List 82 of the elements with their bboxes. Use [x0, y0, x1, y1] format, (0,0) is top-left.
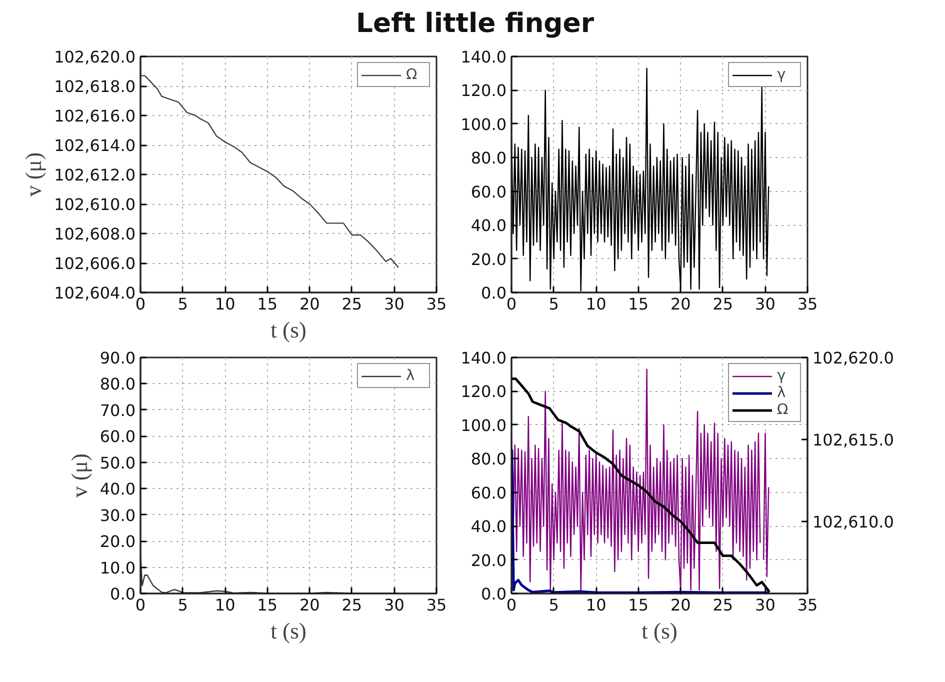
x-tick-label: 35 [426, 294, 447, 314]
y-tick-label: 60.0 [470, 182, 506, 202]
legend-label: λ [406, 367, 416, 384]
y-tick-label: 102,610.0 [54, 195, 136, 214]
legend-label: λ [777, 384, 787, 401]
x-tick-label: 35 [426, 596, 447, 614]
x-tick-label: 10 [586, 294, 606, 314]
y-tick-label: 60.0 [470, 483, 506, 502]
y-tick-label: 120.0 [460, 382, 507, 402]
x-tick-label: 10 [214, 294, 236, 314]
y-axis-title: v (μ) [21, 152, 46, 197]
y-tick-label: 40.0 [470, 517, 506, 536]
x-tick-label: 20 [299, 596, 320, 614]
legend-label: γ [777, 367, 787, 384]
y-tick-label: 140.0 [460, 348, 507, 368]
x-tick-label: 30 [384, 596, 404, 614]
y-tick-label: 40.0 [100, 480, 136, 499]
y-tick-label: 60.0 [100, 427, 136, 446]
y-tick-label: 30.0 [100, 506, 136, 525]
x-tick-label: 5 [178, 596, 188, 614]
y-tick-label: 100.0 [460, 114, 507, 134]
x-tick-label: 0 [135, 294, 146, 314]
x-tick-label: 15 [257, 596, 278, 614]
x-tick-label: 35 [797, 596, 818, 614]
y-tick-label: 102,620.0 [54, 48, 136, 66]
y-tick-label: 100.0 [460, 416, 507, 435]
x-tick-label: 30 [755, 294, 776, 314]
x-tick-label: 20 [670, 294, 691, 314]
x-tick-label: 30 [384, 294, 404, 314]
x-tick-label: 0 [506, 294, 517, 314]
x-tick-label: 25 [712, 596, 734, 614]
x-tick-label: 15 [628, 596, 649, 614]
legend-label: γ [777, 66, 787, 83]
legend-label: Ω [406, 66, 418, 83]
y-tick-label: 20.0 [470, 250, 506, 269]
x-tick-label: 35 [797, 294, 818, 314]
y2-tick-label: 102,615.0 [812, 430, 894, 450]
y-tick-label: 10.0 [100, 558, 136, 578]
x-tick-label: 25 [342, 596, 362, 614]
y2-tick-label: 102,620.0 [812, 348, 894, 368]
x-tick-label: 15 [257, 294, 278, 314]
x-tick-label: 20 [670, 596, 691, 614]
x-tick-label: 15 [628, 294, 649, 314]
y-tick-label: 20.0 [100, 532, 136, 552]
y-tick-label: 20.0 [470, 550, 506, 570]
x-tick-label: 0 [135, 596, 146, 614]
y-tick-label: 102,608.0 [54, 224, 136, 244]
y-tick-label: 102,614.0 [54, 136, 136, 155]
y-tick-label: 70.0 [100, 400, 136, 420]
x-tick-label: 30 [755, 596, 776, 614]
y-tick-label: 102,616.0 [54, 106, 136, 126]
y-tick-label: 102,606.0 [54, 254, 136, 273]
legend-label: Ω [777, 401, 790, 418]
y-tick-label: 80.0 [470, 450, 506, 469]
x-tick-label: 0 [506, 596, 517, 614]
x-tick-label: 25 [342, 294, 362, 314]
y-tick-label: 0.0 [481, 284, 507, 302]
x-tick-label: 25 [712, 294, 734, 314]
y-tick-label: 102,604.0 [54, 284, 136, 302]
chart-title: Left little finger [356, 7, 594, 41]
y-tick-label: 40.0 [470, 216, 506, 236]
x-axis-title: t (s) [642, 618, 678, 644]
y-axis-title: v (μ) [66, 453, 92, 498]
y-tick-label: 102,618.0 [54, 77, 136, 96]
x-tick-label: 5 [548, 596, 559, 614]
y-tick-label: 0.0 [110, 584, 136, 604]
y-tick-label: 80.0 [470, 148, 506, 168]
y2-tick-label: 102,610.0 [812, 512, 894, 532]
x-axis-title: t (s) [270, 618, 306, 644]
y-tick-label: 90.0 [100, 348, 136, 368]
x-tick-label: 10 [214, 596, 236, 614]
x-tick-label: 10 [586, 596, 606, 614]
y-tick-label: 120.0 [460, 81, 507, 100]
y-tick-label: 50.0 [100, 453, 136, 472]
y-tick-label: 140.0 [460, 48, 507, 66]
x-tick-label: 20 [299, 294, 320, 314]
x-tick-label: 5 [178, 294, 188, 314]
x-tick-label: 5 [548, 294, 559, 314]
x-axis-title: t (s) [270, 318, 306, 342]
y-tick-label: 0.0 [481, 584, 507, 604]
y-tick-label: 80.0 [100, 374, 136, 394]
y-tick-label: 102,612.0 [54, 166, 136, 184]
